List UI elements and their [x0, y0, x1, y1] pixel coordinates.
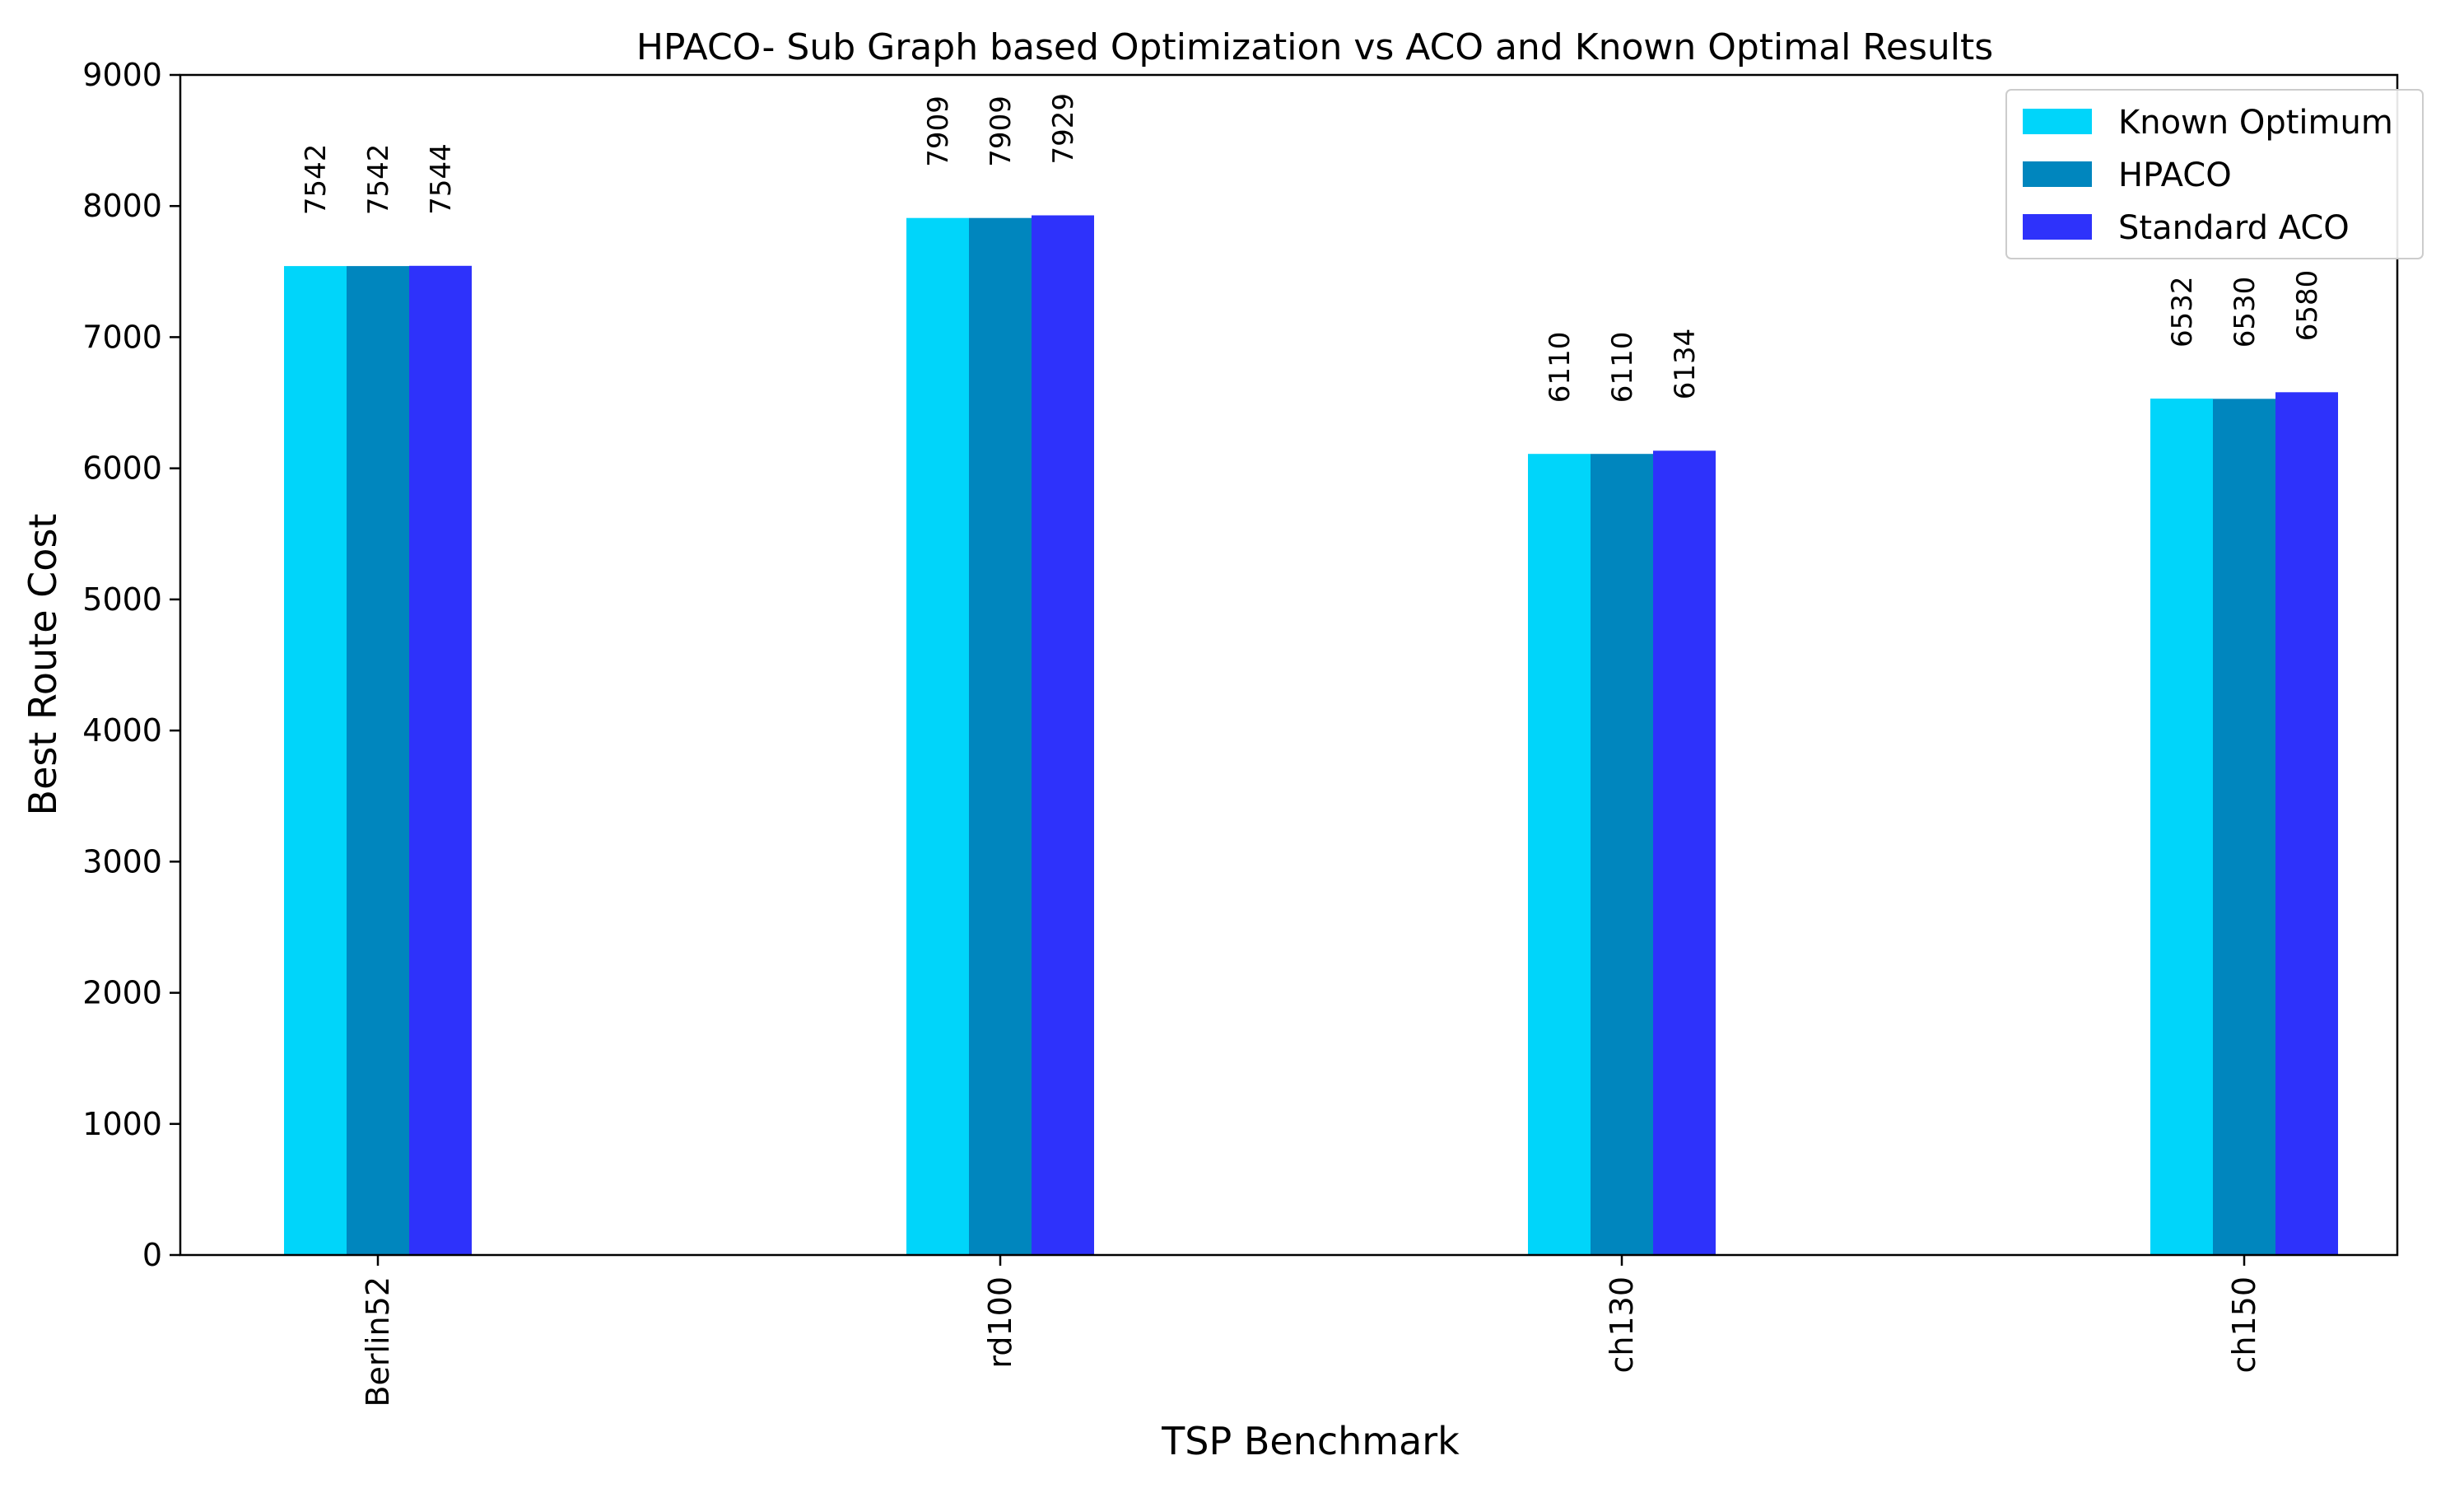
bar	[906, 217, 969, 1256]
y-axis: 0 1000 2000 3000 4000 5000 6000 7000 8000 9000	[82, 57, 180, 1273]
x-axis-label: TSP Benchmark	[1161, 1419, 1460, 1463]
data-label: 6530	[2229, 277, 2261, 348]
data-label: 7542	[300, 144, 333, 216]
x-tick-label: ch130	[1604, 1276, 1640, 1374]
data-label: 6110	[1544, 332, 1577, 404]
data-label: 6134	[1669, 329, 1702, 400]
data-label: 6580	[2291, 270, 2324, 342]
data-label: 6532	[2166, 276, 2199, 348]
bar	[1653, 450, 1716, 1255]
plot-frame	[179, 73, 2399, 1257]
bar	[1032, 215, 1094, 1255]
bar	[409, 265, 472, 1255]
data-label: 7909	[985, 96, 1018, 167]
y-tick-label: 8000	[82, 188, 162, 224]
legend-label: Standard ACO	[2118, 209, 2350, 247]
y-tick-label: 5000	[82, 581, 162, 618]
y-tick-label: 9000	[82, 57, 162, 93]
legend-frame	[2005, 89, 2424, 259]
bar	[284, 266, 347, 1256]
legend-swatch	[2023, 214, 2092, 240]
x-tick-label: rd100	[982, 1276, 1018, 1369]
data-labels-layer: 7542 7542 7544 7909 7909 7929 6110 6110 6134 6532…	[300, 93, 2324, 403]
data-label: 7929	[1047, 93, 1080, 165]
bar	[969, 217, 1032, 1256]
y-tick-label: 0	[142, 1237, 162, 1273]
legend-items: Known Optimum HPACO Standard ACO	[2023, 104, 2393, 247]
y-tick-label: 6000	[82, 450, 162, 487]
data-label: 6110	[1606, 332, 1639, 404]
bars-layer	[284, 215, 2338, 1256]
bar	[1591, 454, 1653, 1255]
x-tick-label: Berlin52	[360, 1276, 396, 1407]
y-axis-label: Best Route Cost	[21, 514, 65, 816]
y-tick-label: 1000	[82, 1106, 162, 1142]
x-axis: Berlin52 rd100 ch130 ch150	[360, 1255, 2262, 1407]
y-tick-label: 3000	[82, 843, 162, 879]
bar	[2213, 399, 2275, 1255]
y-tick-label: 2000	[82, 975, 162, 1011]
data-label: 7542	[362, 144, 395, 216]
y-tick-label: 4000	[82, 712, 162, 749]
y-tick-label: 7000	[82, 319, 162, 355]
legend-swatch	[2023, 109, 2092, 134]
bar	[2275, 392, 2338, 1255]
bar	[1528, 454, 1591, 1255]
legend-label: Known Optimum	[2118, 104, 2393, 142]
chart-title: HPACO- Sub Graph based Optimization vs A…	[636, 26, 1993, 68]
x-tick-label: ch150	[2226, 1276, 2262, 1374]
data-label: 7544	[425, 143, 458, 215]
legend: Known Optimum HPACO Standard ACO	[2005, 89, 2424, 259]
legend-swatch	[2023, 161, 2092, 187]
legend-label: HPACO	[2118, 156, 2232, 194]
bar	[347, 266, 409, 1256]
bar	[2150, 399, 2213, 1255]
data-label: 7909	[922, 96, 955, 167]
